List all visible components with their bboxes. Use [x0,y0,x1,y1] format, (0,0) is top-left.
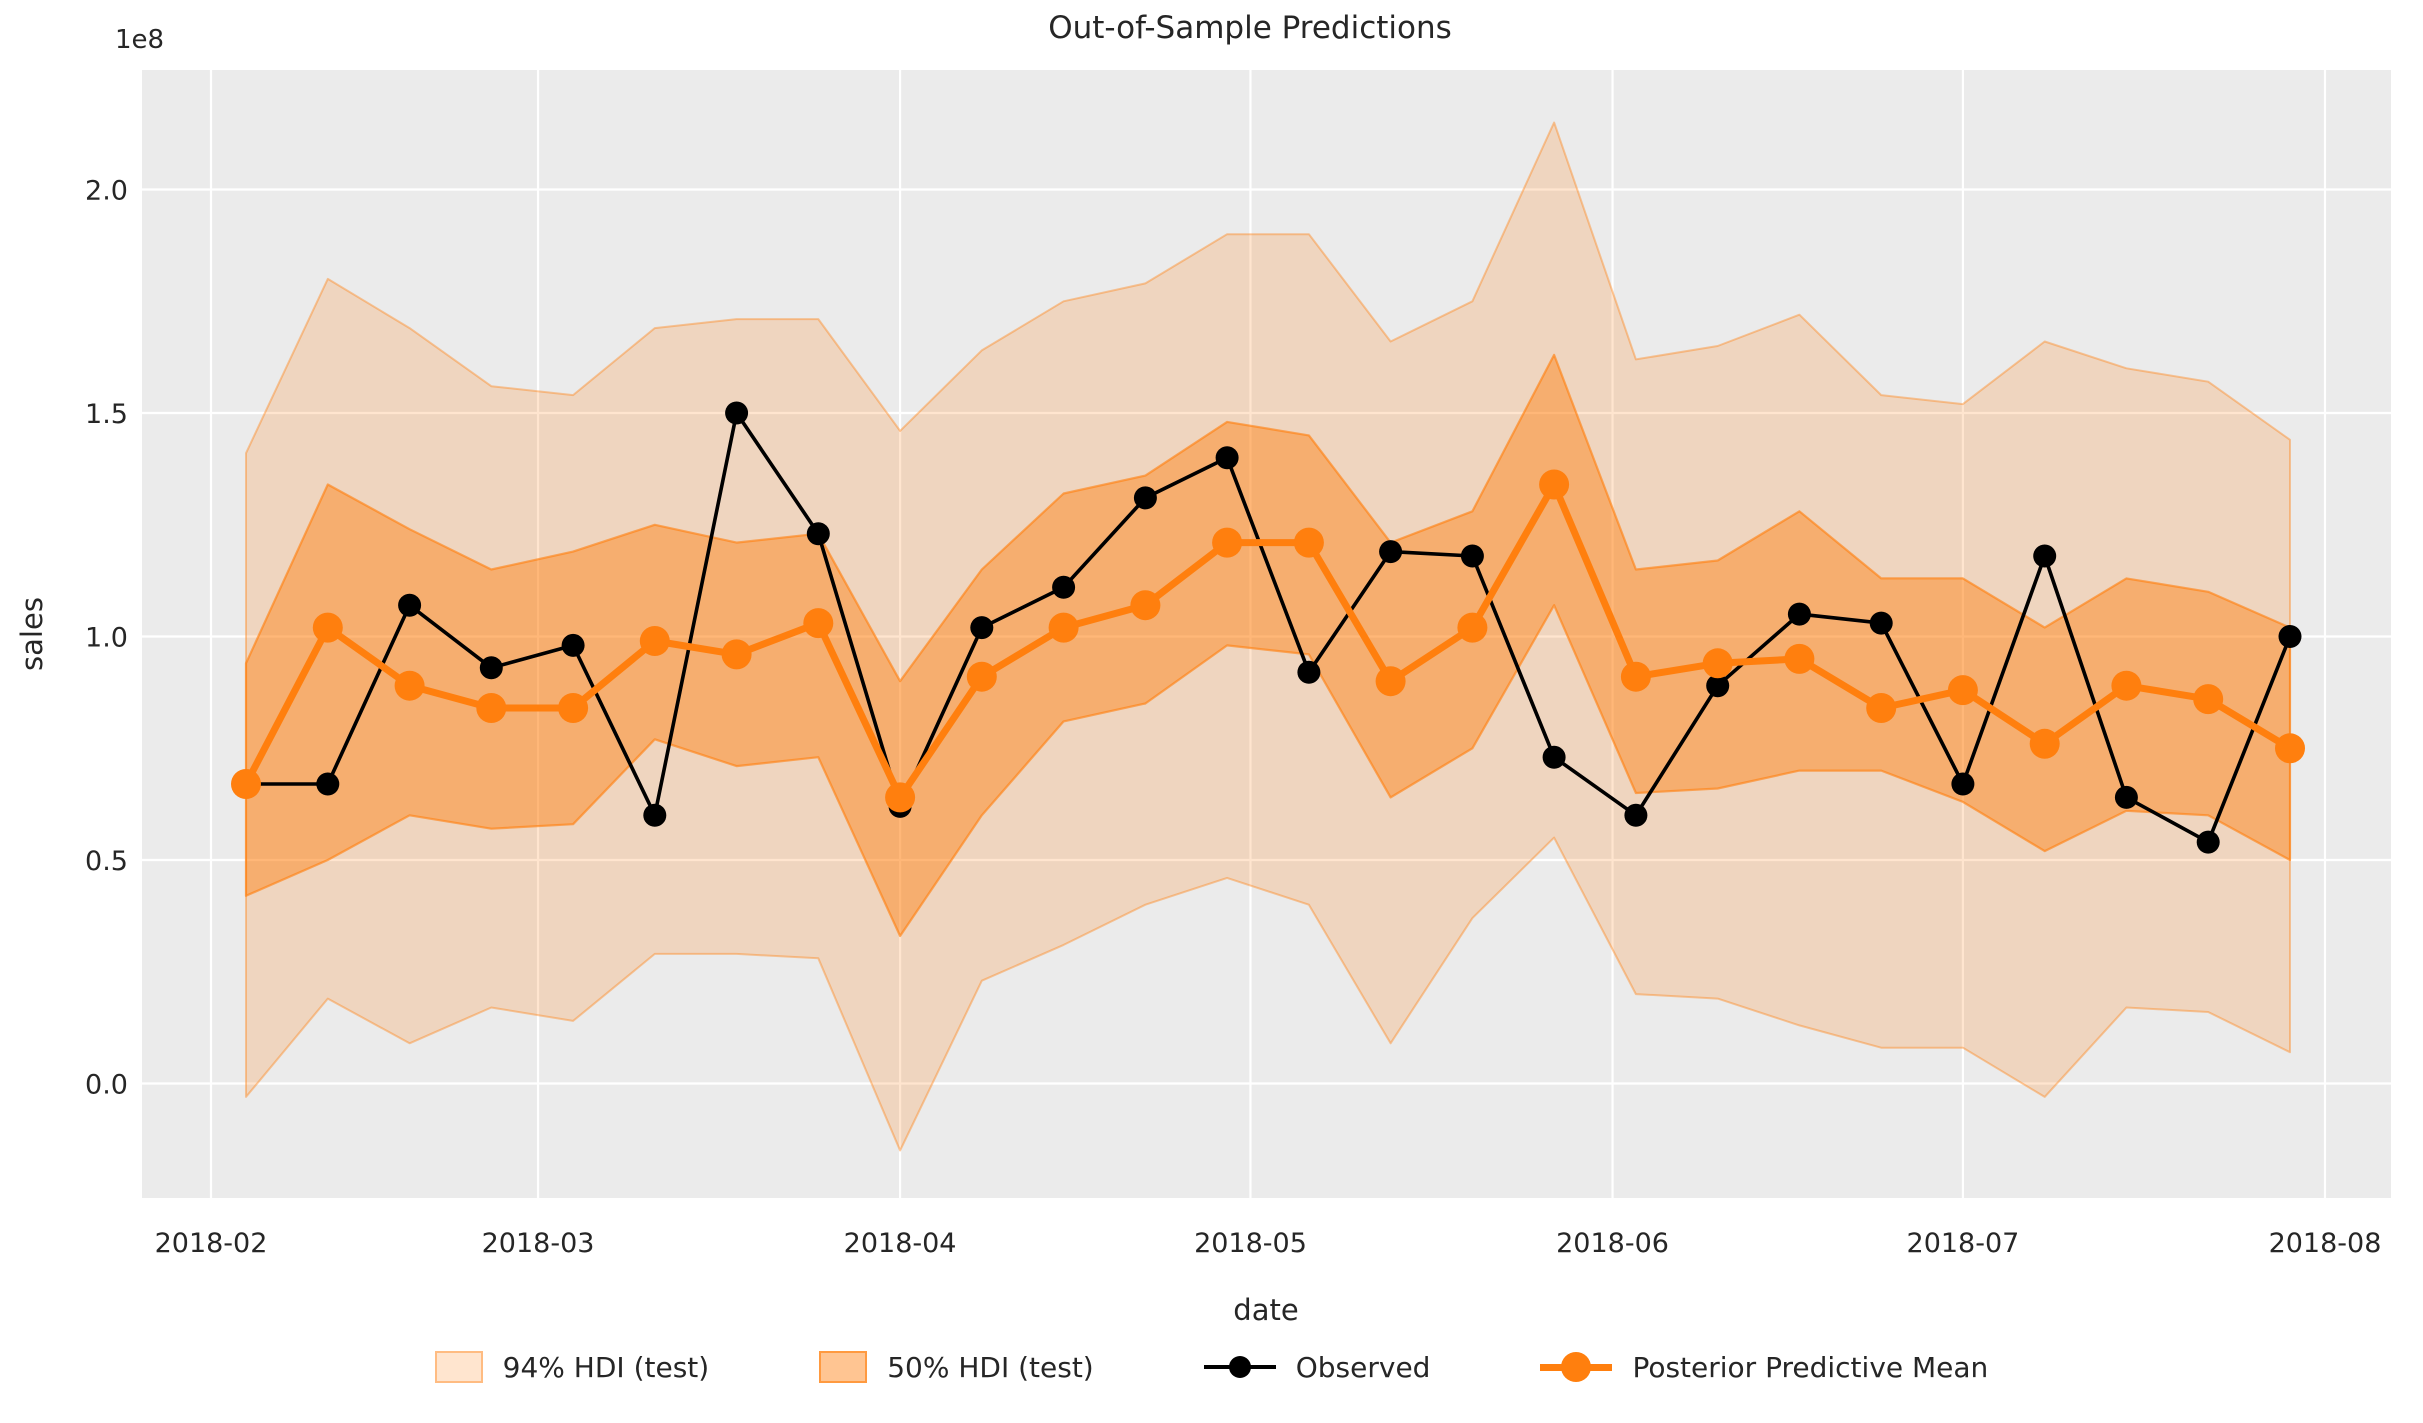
x-tick-label: 2018-05 [1194,1228,1307,1259]
observed-point [2114,785,2138,809]
band94-swatch-icon [434,1351,483,1383]
posterior-mean-point [1620,661,1651,692]
y-axis-label: sales [15,597,49,671]
observed-point [2033,544,2057,568]
posterior-mean-point [312,612,343,643]
legend-item-50-hdi: 50% HDI (test) [819,1351,1094,1384]
posterior-mean-point [803,608,834,639]
observed-point [398,593,422,617]
legend-item-94-hdi: 94% HDI (test) [434,1350,710,1384]
observed-point [561,633,585,657]
observed-point [1869,611,1893,635]
posterior-mean-point [1375,666,1406,697]
posterior-mean-point [1293,527,1324,558]
posterior-mean-point [2029,728,2060,759]
posterior-mean-point [1539,469,1570,500]
observed-point [1379,540,1403,564]
posterior-mean-point [2193,684,2224,715]
observed-point [1215,446,1239,470]
observed-point [643,803,667,827]
legend: 94% HDI (test) 50% HDI (test) Observed P… [0,1332,2423,1402]
posterior-mean-point [476,693,507,723]
band50-swatch-icon [819,1351,868,1383]
observed-line [244,411,2292,844]
y-axis-offset-text: 1e8 [115,25,164,55]
posterior-mean-point [1866,693,1897,723]
observed-point [1460,544,1484,568]
legend-label: Posterior Predictive Mean [1632,1350,1989,1384]
posterior-mean-point [1130,590,1161,621]
observed-point [1951,772,1975,796]
band-94-hdi [245,121,2291,1152]
observed-line-icon [1203,1351,1276,1383]
posterior-mean-point [721,639,752,670]
mean-line-icon [1540,1351,1613,1383]
legend-label: Observed [1295,1350,1431,1384]
y-tick-label: 1.5 [85,399,128,430]
observed-point [1052,575,1076,599]
observed-point [479,656,503,680]
observed-point [1624,803,1648,827]
y-tick-label: 2.0 [85,176,128,207]
observed-point [725,401,749,425]
posterior-mean-point [231,769,261,799]
band-50-hdi [244,353,2292,938]
observed-point [1542,745,1566,769]
posterior-mean-point [1048,612,1079,643]
posterior-mean-point [885,782,916,813]
observed-point [1787,602,1811,626]
legend-label: 50% HDI (test) [887,1350,1094,1384]
posterior-mean-point [394,670,425,701]
x-tick-label: 2018-03 [482,1228,595,1259]
observed-point [970,616,994,640]
y-tick-label: 0.5 [85,846,128,877]
chart-title: Out-of-Sample Predictions [1048,10,1452,46]
y-tick-label: 0.0 [85,1070,128,1101]
posterior-mean-point [2111,670,2142,701]
y-tick-label: 1.0 [85,623,128,654]
legend-label: 94% HDI (test) [502,1350,710,1384]
posterior-mean-point [1702,648,1733,679]
posterior-mean-point [2275,733,2305,764]
observed-point [1706,674,1730,698]
posterior-mean-point [1212,527,1243,558]
posterior-mean-point [966,661,997,692]
x-axis-label: date [1233,1293,1298,1327]
legend-item-observed: Observed [1203,1350,1431,1384]
observed-point [316,772,340,796]
x-tick-label: 2018-04 [844,1228,957,1259]
observed-point [1297,660,1321,684]
observed-point [806,522,830,546]
chart-root: 0.0 0.5 1.0 1.5 2.0 2018-02 2018-03 2018-04 2018… [85,70,2391,1259]
x-tick-label: 2018-02 [155,1228,268,1259]
x-tick-label: 2018-08 [2269,1228,2382,1259]
observed-point [1133,486,1157,510]
posterior-mean-point [1947,675,1978,706]
posterior-mean-point [558,693,589,723]
legend-item-posterior-mean: Posterior Predictive Mean [1540,1351,1988,1384]
posterior-mean-point [1457,612,1488,643]
observed-point [2278,625,2302,648]
observed-point [2196,830,2220,854]
posterior-mean-point [1784,643,1815,674]
x-tick-label: 2018-07 [1907,1228,2020,1259]
x-tick-label: 2018-06 [1556,1228,1669,1259]
posterior-mean-point [639,626,670,656]
